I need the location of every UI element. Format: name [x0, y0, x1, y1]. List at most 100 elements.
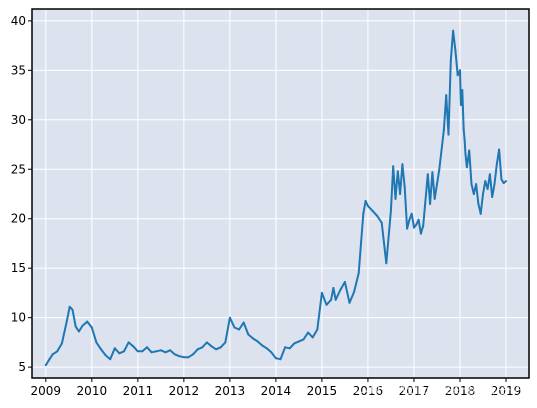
data-point	[438, 168, 441, 171]
data-point	[445, 94, 448, 97]
data-point	[415, 223, 418, 226]
data-point	[348, 301, 351, 304]
data-point	[468, 149, 471, 152]
data-point	[353, 290, 356, 293]
data-point	[196, 348, 199, 351]
data-point	[113, 347, 116, 350]
data-point	[426, 173, 429, 176]
data-point	[95, 341, 98, 344]
data-point	[385, 262, 388, 265]
data-point	[265, 347, 268, 350]
data-point	[401, 163, 404, 166]
x-tick-label: 2011	[123, 384, 154, 398]
data-point	[173, 353, 176, 356]
data-point	[491, 196, 494, 198]
data-point	[219, 346, 222, 349]
data-point	[159, 349, 162, 352]
data-point	[210, 345, 213, 348]
data-point	[192, 353, 195, 356]
data-point	[256, 340, 259, 343]
data-point	[104, 354, 107, 357]
data-point	[288, 347, 291, 350]
data-point	[332, 287, 335, 289]
data-point	[261, 344, 264, 347]
data-point	[150, 351, 153, 354]
data-point	[187, 356, 190, 359]
data-point	[302, 338, 305, 341]
data-point	[477, 202, 480, 205]
data-point	[472, 193, 475, 195]
data-point	[505, 180, 507, 183]
data-point	[132, 345, 135, 348]
x-tick-label: 2017	[399, 384, 430, 398]
data-point	[56, 350, 59, 353]
x-axis-ticks: 2009 2010 2011 2012 2013 2014 2015 2016 2017 2018…	[31, 378, 522, 398]
data-point	[224, 341, 227, 344]
data-point	[422, 224, 425, 227]
x-tick-label: 2014	[261, 384, 292, 398]
data-point	[215, 348, 218, 351]
data-point	[399, 193, 402, 195]
data-point	[307, 331, 310, 334]
data-point	[65, 321, 68, 324]
x-tick-label: 2009	[31, 384, 62, 398]
data-point	[81, 324, 84, 327]
data-point	[470, 183, 473, 186]
y-tick-label: 40	[11, 14, 26, 28]
data-point	[311, 336, 314, 339]
x-tick-label: 2012	[169, 384, 200, 398]
y-tick-label: 30	[11, 113, 26, 127]
y-tick-label: 15	[11, 261, 26, 275]
x-tick-label: 2016	[353, 384, 384, 398]
data-point	[495, 163, 498, 166]
data-point	[136, 350, 139, 353]
data-point	[178, 355, 181, 358]
data-point	[247, 333, 250, 336]
data-point	[464, 153, 467, 156]
data-point	[118, 352, 121, 355]
data-point	[146, 346, 148, 349]
data-point	[357, 272, 360, 275]
y-tick-label: 25	[11, 162, 26, 176]
data-point	[392, 165, 395, 168]
data-point	[475, 183, 478, 186]
data-point	[462, 128, 465, 131]
data-point	[376, 214, 379, 217]
data-point	[371, 209, 374, 212]
data-point	[228, 316, 231, 319]
series-line-group	[44, 29, 507, 367]
data-point	[417, 218, 420, 221]
data-point	[77, 330, 80, 333]
data-point	[164, 351, 167, 354]
data-point	[330, 298, 333, 301]
data-point	[433, 197, 436, 200]
data-point	[238, 328, 241, 331]
data-point	[364, 199, 367, 202]
data-point	[60, 342, 63, 345]
data-point	[493, 183, 496, 186]
data-point	[406, 227, 409, 230]
grid	[32, 9, 529, 378]
data-point	[498, 148, 501, 151]
data-point	[394, 197, 397, 200]
x-tick-label: 2019	[491, 384, 522, 398]
data-point	[442, 128, 445, 131]
data-point	[293, 342, 296, 345]
data-point	[284, 346, 287, 349]
data-point	[459, 104, 462, 106]
data-point	[169, 349, 172, 352]
data-point	[403, 186, 406, 189]
data-point	[431, 171, 434, 174]
data-point	[123, 350, 125, 353]
data-point	[419, 232, 422, 235]
series-line	[44, 29, 507, 366]
data-point	[343, 281, 346, 283]
data-point	[408, 218, 411, 221]
data-point	[270, 351, 273, 354]
data-point	[449, 59, 452, 62]
data-point	[68, 305, 71, 308]
data-point	[316, 328, 319, 331]
y-tick-label: 10	[11, 311, 26, 325]
data-point	[465, 166, 468, 169]
